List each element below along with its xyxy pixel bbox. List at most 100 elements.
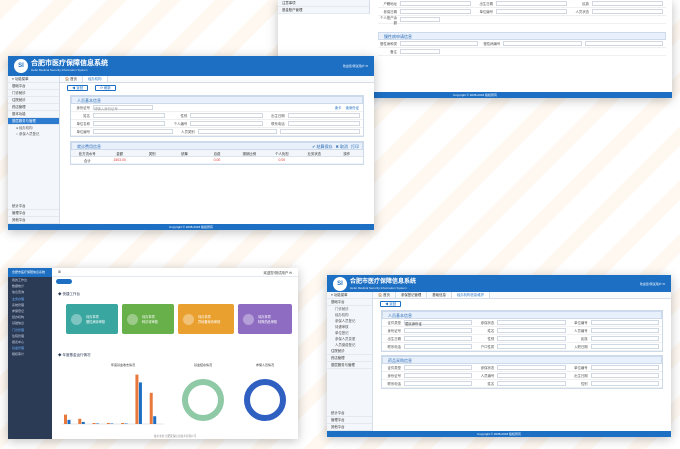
dash-nav[interactable]: 稽核审计 <box>12 352 25 357</box>
field[interactable] <box>190 121 263 126</box>
menu-item-account[interactable]: 基金账户管理 <box>278 7 369 14</box>
field[interactable] <box>400 9 471 14</box>
tab[interactable]: 基础信息 <box>427 292 452 298</box>
field[interactable] <box>497 381 566 386</box>
sidebar-sub[interactable]: 参保人员变更 <box>335 337 356 341</box>
grid-icon[interactable]: ⊞ <box>58 270 61 274</box>
field[interactable] <box>592 1 663 6</box>
field[interactable] <box>496 1 567 6</box>
menu-item-notice[interactable]: 注意事项 <box>278 0 369 7</box>
todo-card-2[interactable]: 待办事项 转诊待审核 <box>122 304 174 334</box>
user-info[interactable]: 欢迎您!测试用户 ✉ <box>639 281 665 286</box>
field[interactable] <box>497 373 566 378</box>
field[interactable] <box>497 365 566 370</box>
tab-home[interactable]: 🏠 首页 <box>373 292 396 298</box>
field[interactable] <box>590 381 659 386</box>
sidebar-item-manage[interactable]: 管理平台 <box>8 210 59 217</box>
field[interactable] <box>590 373 659 378</box>
sidebar-item[interactable]: 统计平台 <box>327 410 372 417</box>
field[interactable] <box>190 113 263 118</box>
field[interactable] <box>400 41 479 46</box>
sidebar-item-stats[interactable]: 统计平台 <box>8 203 59 210</box>
field[interactable] <box>287 121 360 126</box>
read-id-link[interactable]: 读身份证 <box>345 106 359 110</box>
dash-nav[interactable]: 我的工作台 <box>12 278 28 282</box>
home-tab-pill[interactable] <box>56 279 72 284</box>
dash-nav[interactable]: 基金管理 <box>12 346 25 351</box>
field[interactable] <box>404 365 473 370</box>
field[interactable] <box>503 41 582 46</box>
sidebar-item[interactable]: 基层服务与管理 <box>327 362 372 369</box>
field[interactable] <box>496 9 567 14</box>
sidebar-item-clinic[interactable]: 门诊就诊 <box>8 90 59 97</box>
field[interactable] <box>400 1 471 6</box>
field[interactable] <box>592 9 663 14</box>
sidebar-sub[interactable]: 人员缴费登记 <box>335 343 356 347</box>
back-button[interactable]: ◀ 返回 <box>380 301 402 307</box>
field[interactable] <box>280 129 361 134</box>
user-info[interactable]: 欢迎您!测试用户 ✉ <box>263 270 292 275</box>
dash-nav[interactable]: 门诊管理 <box>12 327 25 332</box>
sidebar-item-basic[interactable]: 基本功能 <box>8 111 59 118</box>
id-input[interactable]: 请输入身份证号 <box>93 105 153 111</box>
field[interactable] <box>404 344 473 349</box>
sidebar-sub[interactable]: 经办机构 <box>335 313 349 317</box>
field[interactable] <box>404 381 473 386</box>
sidebar-item-service[interactable]: 基层服务与管理 <box>8 118 59 125</box>
dash-nav[interactable]: 报表中心 <box>12 339 25 344</box>
field[interactable] <box>287 113 360 118</box>
dash-nav[interactable]: 参保登记 <box>12 308 25 313</box>
tab-agency[interactable]: 经办机构 <box>82 76 108 82</box>
user-info[interactable]: 欢迎您!测试用户 ✉ <box>342 64 368 68</box>
cancel-button[interactable]: ✖ 取消 <box>335 144 348 149</box>
tab[interactable]: 经办机构信息维护 <box>451 292 490 298</box>
sidebar-sub-agency[interactable]: ● 经办机构 <box>16 126 33 130</box>
back-button[interactable]: ◀ 返回 <box>67 85 89 91</box>
field[interactable] <box>590 320 659 325</box>
id-type-select[interactable]: 居民身份证 <box>404 320 473 326</box>
field[interactable] <box>197 129 278 134</box>
dash-nav[interactable]: 数据统计 <box>12 284 25 289</box>
field[interactable] <box>590 365 659 370</box>
todo-card-4[interactable]: 待办事项 特殊药品审核 <box>238 304 292 334</box>
sidebar-item-base[interactable]: 基础平台 <box>8 83 59 90</box>
field[interactable] <box>584 41 663 46</box>
field[interactable] <box>497 336 566 341</box>
field[interactable] <box>590 344 659 349</box>
field[interactable] <box>400 17 440 22</box>
dash-nav[interactable]: 系统管理 <box>12 302 25 307</box>
dash-nav[interactable]: 住院管理 <box>12 333 25 338</box>
sidebar-item[interactable]: 其他平台 <box>327 424 372 431</box>
sidebar-item-inpatient[interactable]: 住院就诊 <box>8 97 59 104</box>
todo-card-3[interactable]: 待办事项 异地备案待审核 <box>178 304 234 334</box>
field[interactable] <box>400 49 440 54</box>
sidebar-sub[interactable]: 待遇审核 <box>335 325 349 329</box>
menu-toggle[interactable]: ≡ 功能菜单 <box>327 292 372 299</box>
tab-home[interactable]: 🏠 首页 <box>60 76 83 82</box>
sidebar-item-other[interactable]: 其他平台 <box>8 217 59 224</box>
menu-toggle[interactable]: ≡ 功能菜单 <box>8 76 59 83</box>
field[interactable] <box>497 328 566 333</box>
todo-card-1[interactable]: 待办事项 慢性病待审核 <box>66 304 118 334</box>
sidebar-item[interactable]: 基础平台 <box>327 299 372 306</box>
field[interactable] <box>93 121 166 126</box>
sidebar-item[interactable]: 住院就诊 <box>327 348 372 355</box>
dash-nav[interactable]: 经办机构 <box>12 315 25 320</box>
read-card-link[interactable]: 读卡 <box>334 106 342 110</box>
field[interactable] <box>93 129 173 134</box>
sidebar-item-pharmacy[interactable]: 药店管理 <box>8 104 59 111</box>
field[interactable] <box>404 373 473 378</box>
id-input[interactable] <box>404 328 473 333</box>
field[interactable] <box>93 113 166 118</box>
dash-nav[interactable]: 基础信息 <box>12 321 25 326</box>
field[interactable] <box>590 336 659 341</box>
dash-nav[interactable]: 信息查询 <box>12 290 25 295</box>
sidebar-sub[interactable]: 参保人员登记 <box>335 319 356 323</box>
sidebar-sub[interactable]: 门诊就诊 <box>335 307 349 311</box>
sidebar-sub-register[interactable]: ○ 参保人员登记 <box>16 132 40 136</box>
sidebar-item[interactable]: 药店管理 <box>327 355 372 362</box>
field[interactable] <box>404 336 473 341</box>
field[interactable] <box>590 328 659 333</box>
field[interactable] <box>497 344 566 349</box>
field[interactable] <box>497 320 566 325</box>
